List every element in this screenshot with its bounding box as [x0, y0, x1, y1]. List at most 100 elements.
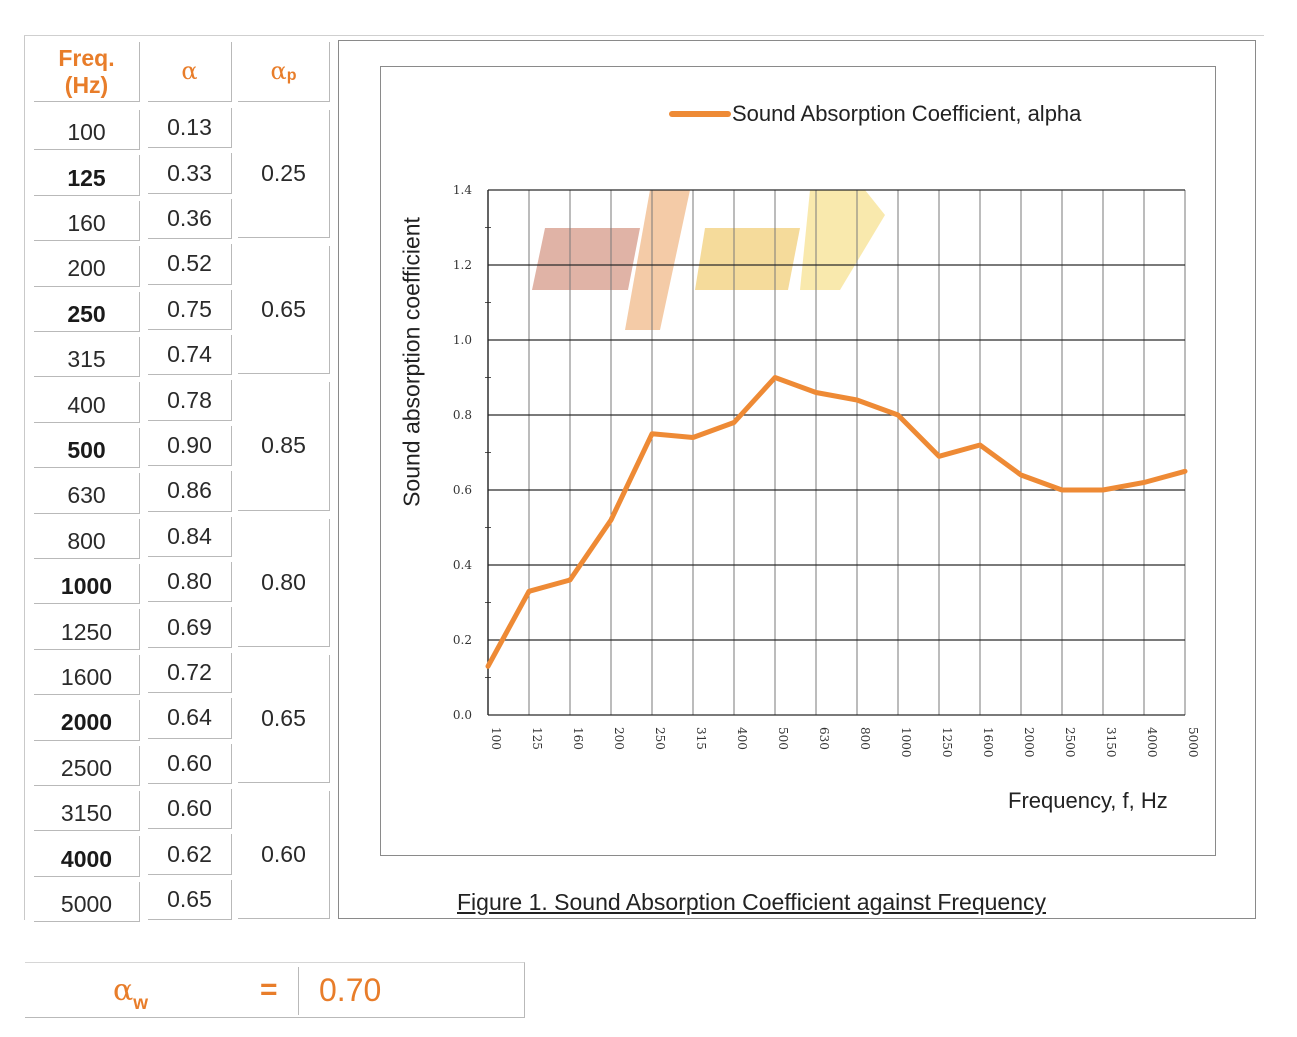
x-tick-label: 1250 — [940, 727, 954, 758]
x-axis-ticks: 100 125 160 200 250 315 400 500 630 800 1000 1250 16… — [489, 727, 1200, 758]
table-left-edge — [24, 36, 25, 920]
alpha-w-subscript: w — [133, 993, 149, 1014]
chart-grid — [485, 189, 1186, 716]
watermark-logo — [532, 190, 885, 330]
alpha-p-cell: 0.85 — [238, 382, 330, 511]
alpha-cell: 0.13 — [148, 108, 232, 149]
alpha-cell: 0.33 — [148, 153, 232, 194]
alpha-cell: 0.62 — [148, 834, 232, 875]
alpha-cell: 0.64 — [148, 698, 232, 739]
divider — [298, 967, 299, 1015]
x-tick-label: 2000 — [1022, 727, 1036, 758]
alpha-cell: 0.60 — [148, 789, 232, 830]
alpha-symbol: α — [181, 57, 198, 85]
freq-cell: 4000 — [34, 836, 140, 877]
x-tick-label: 1600 — [981, 727, 995, 758]
alpha-w-box: αw = 0.70 — [25, 962, 525, 1018]
x-tick-label: 125 — [530, 727, 544, 750]
series-line — [485, 375, 1188, 669]
x-tick-label: 1000 — [899, 727, 913, 758]
freq-cell: 630 — [34, 473, 140, 514]
alpha-cell: 0.52 — [148, 244, 232, 285]
freq-cell: 1250 — [34, 609, 140, 650]
watermark-a — [532, 228, 640, 290]
figure-caption: Figure 1. Sound Absorption Coefficient a… — [457, 889, 1046, 915]
freq-cell: 800 — [34, 518, 140, 559]
alpha-cell: 0.84 — [148, 516, 232, 557]
table-top-edge — [24, 35, 1264, 36]
x-tick-label: 400 — [735, 727, 749, 750]
freq-cell: 5000 — [34, 881, 140, 923]
x-tick-label: 4000 — [1145, 727, 1159, 758]
y-axis-ticks: 0.0 0.2 0.4 0.6 0.8 1.0 1.2 1.4 — [453, 183, 472, 722]
alpha-w-label: αw — [113, 973, 149, 1014]
alpha-cell: 0.36 — [148, 198, 232, 240]
watermark-l — [800, 190, 885, 290]
y-axis-label-text: Sound absorption coefficient — [398, 217, 425, 507]
alpha-p-symbol: α — [270, 57, 287, 85]
watermark-f — [625, 190, 690, 330]
equals-sign: = — [260, 973, 278, 1006]
x-tick-label: 5000 — [1186, 727, 1200, 758]
alpha-cell: 0.86 — [148, 471, 232, 512]
freq-cell: 125 — [34, 155, 140, 196]
y-tick-label: 0.6 — [453, 483, 472, 497]
alpha-p-cell: 0.65 — [238, 246, 330, 375]
chart-inner-frame — [380, 66, 1216, 856]
freq-header: Freq. (Hz) — [34, 42, 140, 102]
y-tick-label: 1.4 — [453, 183, 472, 197]
alpha-cell: 0.78 — [148, 380, 232, 421]
x-tick-label: 800 — [858, 727, 872, 750]
alpha-cell: 0.69 — [148, 607, 232, 648]
freq-cell: 2500 — [34, 745, 140, 786]
x-tick-label: 160 — [571, 727, 585, 750]
x-tick-label: 200 — [612, 727, 626, 750]
freq-cell: 500 — [34, 427, 140, 469]
freq-cell: 1000 — [34, 564, 140, 605]
y-tick-label: 0.8 — [453, 408, 472, 422]
freq-header-line2: (Hz) — [64, 71, 109, 98]
freq-cell: 400 — [34, 382, 140, 423]
x-axis-label: Frequency, f, Hz — [1008, 788, 1168, 813]
x-tick-label: 500 — [776, 727, 790, 750]
alpha-p-cell: 0.25 — [238, 110, 330, 239]
freq-cell: 250 — [34, 291, 140, 332]
x-tick-label: 2500 — [1063, 727, 1077, 758]
alpha-cell: 0.72 — [148, 652, 232, 694]
alpha-w-symbol: α — [113, 973, 134, 1008]
y-tick-label: 0.4 — [453, 558, 472, 572]
x-tick-label: 630 — [817, 727, 831, 750]
freq-cell: 160 — [34, 200, 140, 242]
y-tick-label: 0.2 — [453, 633, 472, 647]
alpha-w-value: 0.70 — [319, 972, 382, 1008]
alpha-cell: 0.65 — [148, 879, 232, 921]
freq-cell: 200 — [34, 246, 140, 287]
x-tick-label: 3150 — [1104, 727, 1118, 758]
alpha-header: α — [148, 42, 232, 102]
freq-cell: 3150 — [34, 791, 140, 832]
alpha-p-cell: 0.80 — [238, 518, 330, 647]
freq-cell: 315 — [34, 337, 140, 378]
chart-outer-frame — [338, 40, 1256, 919]
legend-label: Sound Absorption Coefficient, alpha — [732, 101, 1082, 126]
freq-cell: 2000 — [34, 700, 140, 741]
alpha-cell: 0.75 — [148, 289, 232, 330]
y-tick-label: 1.0 — [453, 333, 472, 347]
alpha-cell: 0.80 — [148, 562, 232, 603]
freq-cell: 1600 — [34, 654, 140, 696]
freq-cell: 100 — [34, 110, 140, 151]
alpha-p-cell: 0.65 — [238, 654, 330, 783]
x-tick-label: 250 — [653, 727, 667, 750]
chart-series — [485, 375, 1188, 669]
alpha-cell: 0.74 — [148, 335, 232, 376]
alpha-p-subscript: p — [286, 67, 297, 84]
freq-header-line1: Freq. — [58, 44, 115, 71]
y-tick-label: 0.0 — [453, 708, 472, 722]
y-tick-label: 1.2 — [453, 258, 472, 272]
alpha-p-cell: 0.60 — [238, 791, 330, 920]
x-tick-label: 315 — [694, 727, 708, 750]
x-tick-label: 100 — [489, 727, 503, 750]
alpha-cell: 0.60 — [148, 743, 232, 784]
